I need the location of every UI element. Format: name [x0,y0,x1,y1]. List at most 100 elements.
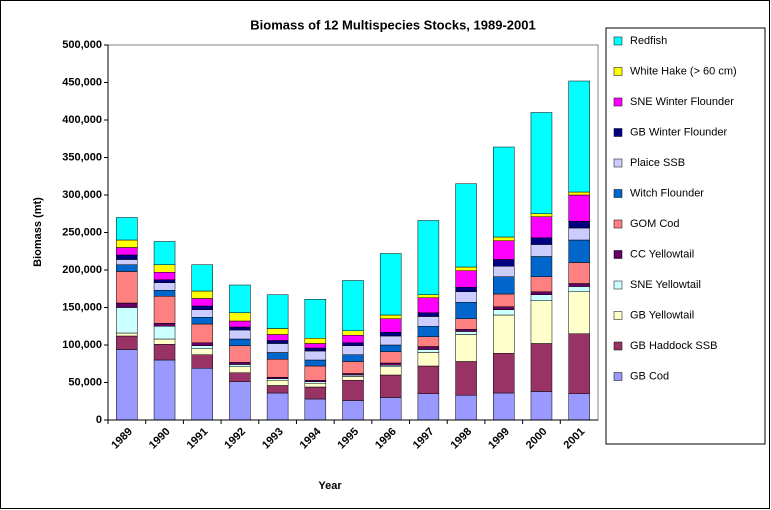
bar-segment [455,334,477,362]
bar-segment [266,359,289,378]
legend-label: Witch Flounder [630,187,704,199]
bar-segment [417,326,440,337]
bar-segment [455,395,477,421]
bar-segment [379,351,402,364]
bar-segment [417,316,440,327]
bar-segment [229,372,251,382]
bar-segment [417,365,440,394]
bar-segment [417,393,440,421]
bar-segment [455,302,477,319]
bar-segment [493,146,515,238]
bar-segment [304,299,327,339]
bar-segment [153,344,176,361]
bar-segment [342,280,364,331]
bar-segment [191,298,213,307]
legend-label: SNE Winter Flounder [630,96,734,108]
y-tick-label: 500,000 [62,39,102,51]
bar-segment [304,359,327,367]
legend [605,27,766,445]
bar-segment [417,312,440,317]
bar-segment [342,342,364,346]
bar-segment [455,183,477,268]
bar-segment [229,364,251,367]
bar-segment [493,309,515,316]
bar-segment [191,348,213,355]
bar-segment [116,271,138,304]
bar-segment [568,262,590,284]
bar-segment [530,300,553,344]
y-tick-label: 0 [96,414,102,426]
bar-segment [191,345,213,349]
y-axis-label: Biomass (mt) [32,197,44,267]
bar-segment [530,237,553,245]
bar-segment [266,340,289,344]
bar-segment [116,264,138,272]
bar-segment [493,236,515,241]
legend-swatch [613,189,623,198]
bar-segment [568,227,590,241]
bar-segment [153,338,176,345]
chart-title: Biomass of 12 Multispecies Stocks, 1989-… [250,17,535,32]
bar-segment [229,320,251,328]
bar-segment [342,354,364,362]
bar-segment [153,282,176,291]
bar-segment [191,368,213,421]
legend-swatch [613,158,623,168]
bar-segment [153,290,176,297]
bar-segment [342,376,364,381]
bar-segment [229,366,251,373]
bar-segment [229,338,251,346]
bar-segment [304,386,327,400]
y-tick-label: 50,000 [68,376,102,388]
bar-segment [153,323,176,327]
bar-segment [116,332,138,337]
bar-segment [266,392,289,421]
bar-segment [342,345,364,355]
bar-segment [116,247,138,256]
bar-segment [116,335,138,350]
legend-label: CC Yellowtail [630,248,694,260]
bar-segment [266,385,289,394]
bar-segment [304,365,327,381]
bar-segment [153,359,176,421]
bar-segment [153,296,176,324]
bar-segment [229,381,251,421]
bar-segment [304,343,327,349]
bar-segment [116,259,138,265]
bar-segment [455,270,477,288]
bar-segment [455,329,477,332]
legend-label: GB Winter Flounder [630,126,728,138]
legend-swatch [613,311,623,320]
bar-segment [530,276,553,292]
bar-segment [455,291,477,303]
y-tick-label: 150,000 [62,301,102,313]
bar-segment [417,352,440,367]
bar-segment [530,291,553,295]
bar-segment [568,80,590,193]
bar-segment [379,366,402,376]
bar-segment [417,336,440,347]
x-axis-label: Year [318,480,342,492]
bar-segment [191,305,213,310]
bar-segment [493,306,515,310]
bar-segment [530,213,553,217]
bar-segment [530,343,553,392]
bar-segment [568,333,590,394]
bar-segment [455,266,477,271]
bar-segment [568,286,590,292]
bar-segment [568,291,590,334]
legend-label: GB Yellowtail [630,309,694,321]
bar-segment [530,244,553,257]
bar-segment [530,256,553,277]
legend-swatch [613,372,623,381]
bar-segment [417,346,440,350]
bar-segment [568,283,590,287]
bar-segment [493,240,515,260]
bar-segment [191,290,213,299]
bar-segment [116,217,138,241]
bar-segment [229,329,251,340]
bar-segment [191,323,213,343]
legend-label: White Hake (> 60 cm) [630,65,737,77]
y-tick-label: 250,000 [62,226,102,238]
bar-segment [116,254,138,260]
